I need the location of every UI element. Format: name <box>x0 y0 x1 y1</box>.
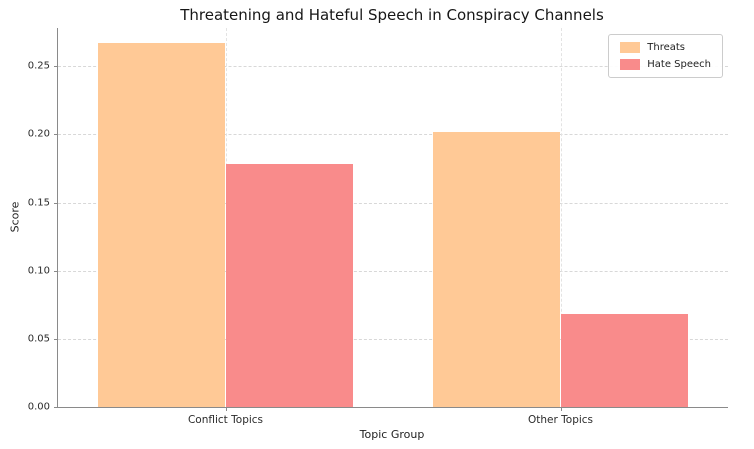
x-tick-label-conflict-topics: Conflict Topics <box>187 414 264 426</box>
legend-item-hate-speech: Hate Speech <box>620 59 711 70</box>
y-tick-mark <box>54 202 58 204</box>
legend-swatch-hate-speech <box>620 59 641 70</box>
x-tick-mark <box>560 407 562 411</box>
legend-label-threats: Threats <box>647 42 685 53</box>
x-axis-label: Topic Group <box>359 428 425 441</box>
y-tick-label-0.00: 0.00 <box>27 401 50 413</box>
y-gridline-0.20 <box>58 134 728 136</box>
legend-swatch-threats <box>620 42 641 53</box>
legend: Threats Hate Speech <box>608 34 723 78</box>
y-tick-label-0.10: 0.10 <box>27 265 50 277</box>
legend-item-threats: Threats <box>620 42 711 53</box>
x-tick-mark <box>225 407 227 411</box>
bar-threats-other-topics <box>433 131 561 407</box>
y-axis-label: Score <box>8 201 22 233</box>
y-tick-label-0.20: 0.20 <box>27 128 50 140</box>
x-gridline-other-topics <box>560 28 562 407</box>
y-tick-mark <box>54 270 58 272</box>
y-gridline-0.05 <box>58 338 728 340</box>
y-tick-mark <box>54 338 58 340</box>
bar-threats-conflict-topics <box>98 43 226 407</box>
y-gridline-0.10 <box>58 270 728 272</box>
legend-label-hate-speech: Hate Speech <box>647 59 711 70</box>
y-tick-mark <box>54 407 58 408</box>
y-tick-label-0.25: 0.25 <box>27 60 50 72</box>
chart-title: Threatening and Hateful Speech in Conspi… <box>180 6 604 24</box>
x-tick-label-other-topics: Other Topics <box>527 414 594 426</box>
y-gridline-0.25 <box>58 66 728 68</box>
y-tick-mark <box>54 134 58 136</box>
y-tick-mark <box>54 66 58 68</box>
bar-hate-speech-conflict-topics <box>225 164 353 407</box>
y-gridline-0.15 <box>58 202 728 204</box>
bar-hate-speech-other-topics <box>560 314 688 407</box>
plot-area: 0.00 0.05 0.10 0.15 0.20 0.25 Conflict Topics O… <box>28 28 728 426</box>
y-tick-label-0.15: 0.15 <box>27 197 50 208</box>
y-tick-label-0.05: 0.05 <box>27 333 50 345</box>
